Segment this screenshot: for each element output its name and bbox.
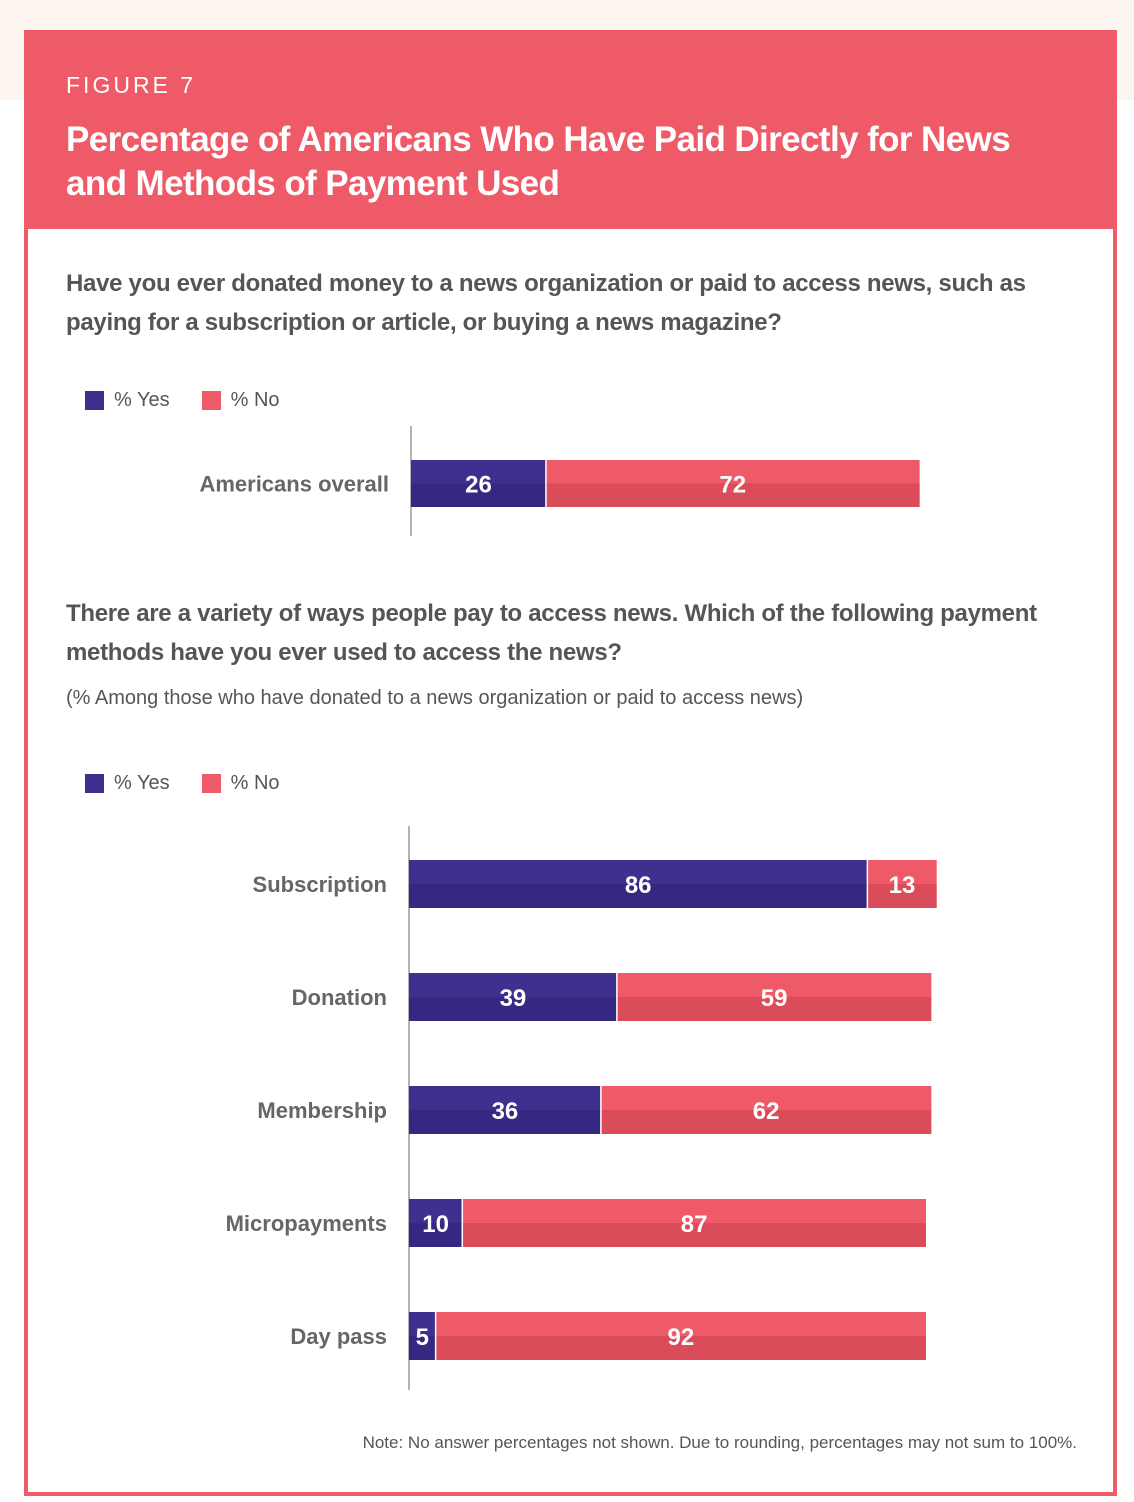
value-label-yes-day-pass: 5	[416, 1324, 429, 1351]
figure-card: FIGURE 7 Percentage of Americans Who Hav…	[24, 30, 1117, 1496]
bar-no-donation-shade	[616, 997, 932, 1021]
chart2-question: There are a variety of ways people pay t…	[66, 600, 1037, 666]
value-label-no-americans-overall: 72	[719, 472, 746, 499]
category-label-micropayments: Micropayments	[226, 1211, 387, 1236]
bar-yes-americans-overall-shade	[411, 483, 546, 507]
bar-yes-subscription-shade	[409, 884, 868, 908]
bar-no-americans-overall-shade	[545, 483, 920, 507]
value-label-yes-subscription: 86	[625, 872, 652, 899]
chart1-legend: % Yes % No	[85, 388, 312, 412]
value-label-yes-membership: 36	[492, 1098, 519, 1125]
chart2-svg: Subscription 86 13 Donation 39 59 Membership 36…	[226, 826, 937, 1390]
bar-no-micropayments-shade	[462, 1223, 927, 1247]
legend-no-swatch	[201, 773, 221, 793]
chart1-svg: Americans overall 26 72	[199, 426, 920, 536]
legend-no-label: % No	[230, 771, 280, 794]
figure-header: FIGURE 7 Percentage of Americans Who Hav…	[28, 34, 1113, 229]
category-label-day-pass: Day pass	[290, 1324, 387, 1349]
chart2-legend: % Yes % No	[85, 771, 312, 795]
bar-no-subscription-shade	[867, 884, 937, 908]
legend-no-swatch	[201, 390, 221, 410]
figure-title: Percentage of Americans Who Have Paid Di…	[66, 120, 1011, 203]
legend-yes-label: % Yes	[114, 771, 170, 794]
footnote: Note: No answer percentages not shown. D…	[362, 1433, 1077, 1452]
legend-yes-label: % Yes	[114, 388, 170, 411]
bar-yes-donation-shade	[409, 997, 617, 1021]
value-label-no-membership: 62	[753, 1098, 780, 1125]
legend-yes: % Yes	[85, 772, 170, 795]
bar-no-day-pass-shade	[435, 1336, 927, 1360]
value-label-no-micropayments: 87	[681, 1211, 708, 1238]
bar-no-membership-shade	[600, 1110, 932, 1134]
legend-yes-swatch	[85, 773, 104, 793]
value-label-yes-donation: 39	[500, 985, 527, 1012]
legend-no-label: % No	[230, 388, 280, 411]
legend-no: % No	[201, 388, 280, 412]
legend-yes-swatch	[85, 390, 104, 410]
value-label-no-day-pass: 92	[667, 1324, 694, 1351]
value-label-yes-americans-overall: 26	[465, 472, 492, 499]
figure-number: FIGURE 7	[66, 72, 197, 98]
chart1-question: Have you ever donated money to a news or…	[66, 270, 1026, 336]
bar-yes-day-pass-shade	[409, 1336, 436, 1360]
category-label-subscription: Subscription	[253, 872, 387, 897]
value-label-no-subscription: 13	[889, 872, 916, 899]
category-label-americans-overall: Americans overall	[199, 472, 389, 497]
value-label-no-donation: 59	[761, 985, 788, 1012]
bar-yes-micropayments-shade	[409, 1223, 463, 1247]
legend-no: % No	[201, 771, 280, 795]
value-label-yes-micropayments: 10	[422, 1211, 449, 1238]
legend-yes: % Yes	[85, 389, 170, 412]
chart2-subtitle: (% Among those who have donated to a new…	[66, 687, 804, 709]
bar-yes-membership-shade	[409, 1110, 601, 1134]
category-label-donation: Donation	[292, 985, 387, 1010]
category-label-membership: Membership	[257, 1098, 387, 1123]
